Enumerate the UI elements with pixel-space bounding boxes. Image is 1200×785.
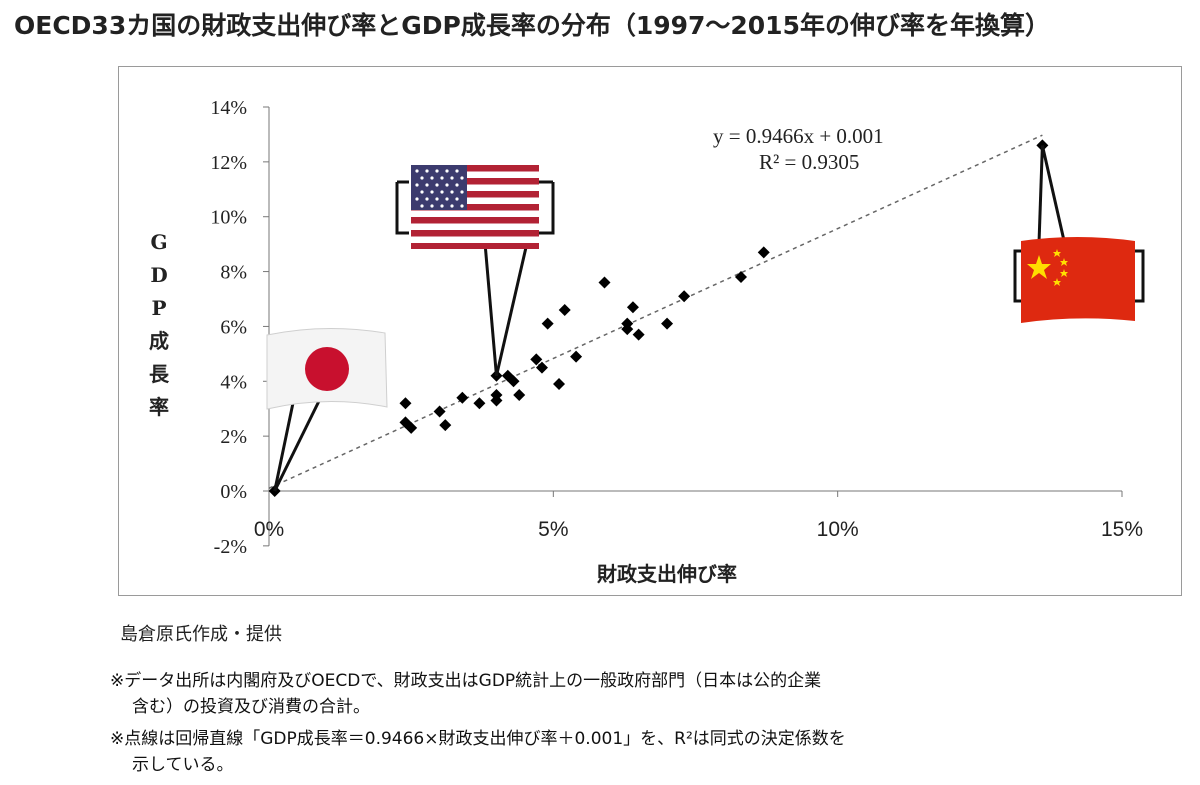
x-tick-label: 10%	[817, 518, 859, 541]
data-point	[535, 361, 548, 374]
data-point	[473, 397, 486, 410]
scatter-chart: -2% 0% 2% 4% 6% 8% 10% 12% 14% 0% 5% 10% 15%	[149, 97, 1145, 586]
y-axis-label-char: 率	[149, 395, 169, 419]
y-axis-label: GDP成長率	[149, 230, 170, 419]
chart-frame: -2% 0% 2% 4% 6% 8% 10% 12% 14% 0% 5% 10% 15%	[118, 66, 1182, 596]
data-point	[553, 378, 566, 391]
y-axis-label-char: G	[150, 230, 167, 254]
data-point	[632, 328, 645, 341]
note-line: ※点線は回帰直線「GDP成長率＝0.9466×財政支出伸び率＋0.001」を、R…	[110, 729, 846, 749]
japan-callout-line	[273, 400, 321, 492]
chart-title: OECD33カ国の財政支出伸び率とGDP成長率の分布（1997〜2015年の伸び…	[14, 11, 1050, 40]
data-point	[456, 391, 469, 404]
china-flag-icon	[1013, 237, 1145, 323]
data-point	[490, 394, 503, 407]
note-regression: ※点線は回帰直線「GDP成長率＝0.9466×財政支出伸び率＋0.001」を、R…	[110, 726, 1190, 778]
y-tick-label: 0%	[220, 481, 247, 503]
x-axis-label: 財政支出伸び率	[597, 562, 737, 586]
china-callout-line	[1040, 145, 1067, 246]
regression-line	[268, 134, 1043, 489]
china-callout-line	[1037, 145, 1044, 244]
note-line: 含む）の投資及び消費の合計。	[132, 697, 370, 717]
y-tick-label: 12%	[210, 152, 247, 174]
data-point	[507, 375, 520, 388]
y-tick-label: 10%	[210, 207, 247, 229]
usa-callout-line	[495, 242, 529, 377]
data-point	[661, 317, 674, 330]
data-point	[541, 317, 554, 330]
y-tick-label: 14%	[210, 97, 247, 119]
data-point	[405, 421, 418, 434]
x-tick-label: 5%	[538, 518, 568, 541]
data-point	[626, 301, 639, 314]
data-point	[513, 389, 526, 401]
x-tick-label: 0%	[254, 518, 284, 541]
note-line: 示している。	[132, 755, 234, 775]
y-tick-label: 8%	[220, 262, 247, 284]
y-tick-label: 4%	[220, 371, 247, 393]
note-data-source: ※データ出所は内閣府及びOECDで、財政支出はGDP統計上の一般政府部門（日本は…	[110, 668, 1190, 720]
note-line: ※データ出所は内閣府及びOECDで、財政支出はGDP統計上の一般政府部門（日本は…	[110, 671, 822, 691]
y-axis-label-char: D	[150, 263, 167, 287]
x-tick-label: 15%	[1101, 518, 1143, 541]
usa-callout-line	[483, 242, 498, 376]
y-tick-label: -2%	[214, 536, 247, 558]
y-axis-label-char: 長	[149, 362, 170, 386]
y-axis-label-char: P	[151, 296, 166, 320]
japan-callout-line	[273, 402, 295, 492]
flag-callouts	[266, 145, 1145, 492]
data-point	[678, 290, 691, 303]
usa-flag-icon	[395, 165, 555, 249]
axes: -2% 0% 2% 4% 6% 8% 10% 12% 14% 0% 5% 10% 15%	[210, 97, 1143, 558]
trendline-layer	[268, 134, 1043, 489]
y-tick-label: 2%	[220, 426, 247, 448]
regression-equation: y = 0.9466x + 0.001	[713, 124, 884, 148]
data-point	[439, 419, 452, 432]
data-point	[399, 397, 412, 410]
data-point	[530, 353, 543, 366]
data-point	[570, 350, 583, 363]
y-tick-label: 6%	[220, 316, 247, 338]
credit-text: 島倉原氏作成・提供	[120, 624, 282, 645]
data-point	[757, 246, 770, 259]
y-axis-label-char: 成	[149, 329, 169, 353]
r-squared-label: R² = 0.9305	[759, 150, 859, 174]
data-point	[598, 276, 611, 289]
data-point	[558, 303, 571, 316]
points-layer	[268, 139, 1049, 497]
data-point	[433, 405, 446, 418]
japan-flag-icon	[266, 327, 388, 410]
data-point	[734, 271, 747, 284]
data-point	[621, 323, 634, 336]
